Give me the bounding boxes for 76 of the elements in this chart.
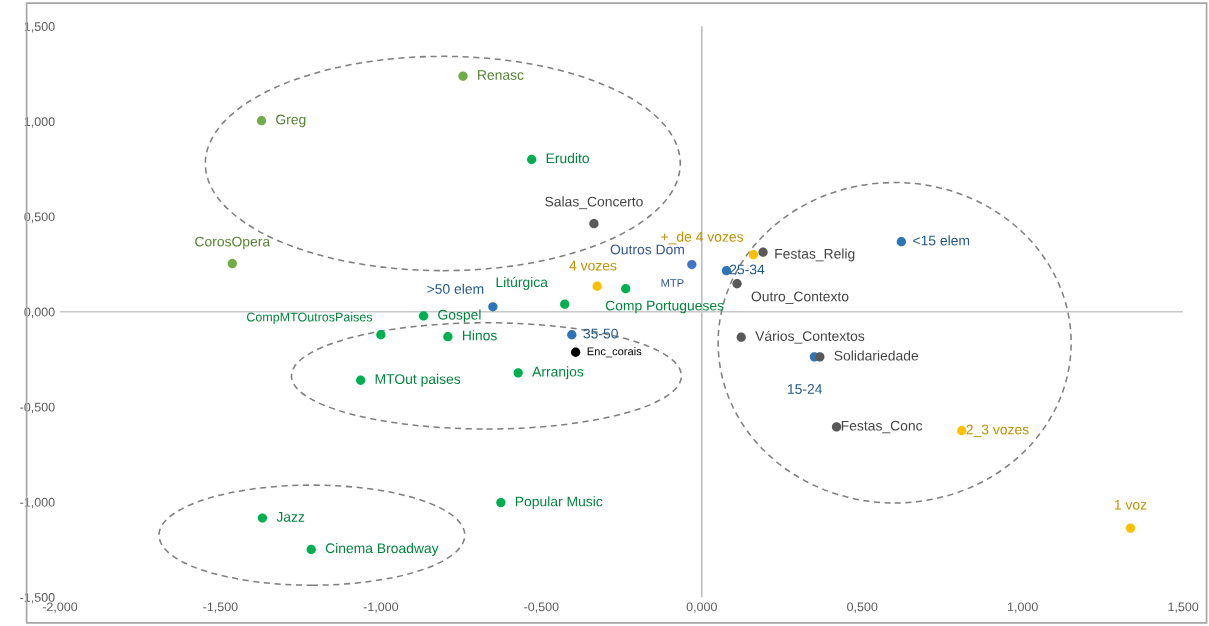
point [256,116,267,126]
annotation: Jazz [276,512,305,522]
point [257,513,268,523]
point [736,332,746,342]
annotation: Cinema Broadway [325,542,439,556]
annotation: Arranjos [532,366,584,380]
point [488,302,498,312]
annotation: CorosOpera [195,236,271,250]
annotation: 35-50 [583,328,618,339]
point [443,332,453,342]
annotation: Hinos [462,330,497,341]
annotation: MTOut paises [375,373,461,387]
annotation: 4 vozes [569,260,617,271]
annotation: Outros Dom [610,244,684,255]
point [458,71,468,81]
point [527,154,537,165]
point [567,330,577,340]
point [687,259,697,270]
annotation: Vários_Contextos [755,330,865,344]
point [732,279,742,289]
point [418,311,429,321]
point [758,247,768,257]
annotation: Salas_Concerto [545,196,643,210]
x-tick-label: 0,000 [686,602,717,613]
point [831,422,842,432]
annotation: Festas_Conc [841,420,923,434]
point [306,544,316,555]
annotation: CompMTOutrosPaises [246,312,373,324]
annotation: +_de 4 vozes [661,231,744,245]
point [748,250,759,260]
x-tick-label: -1,500 [203,602,238,613]
y-tick-label: 1,000 [24,117,55,128]
annotation: Enc_corais [587,347,642,358]
y-tick-label: -0,500 [20,402,55,414]
x-tick-label: -1,000 [363,602,399,613]
annotation: >50 elem [427,283,484,294]
annotation: Popular Music [515,496,603,510]
annotation: 2_3 vozes [966,424,1029,438]
annotation: Renasc [478,70,524,80]
point [592,281,602,291]
annotation: Greg [276,114,306,128]
point [496,497,506,508]
point [560,299,570,309]
annotation: Festas_Relig [775,248,855,262]
point [589,218,599,229]
point [355,375,366,385]
annotation: Gospel [438,309,481,323]
annotation: Solidariedade [834,350,919,361]
x-tick-label: 1,000 [1007,602,1038,613]
point [513,368,523,378]
y-tick-label: -1,000 [20,497,55,509]
y-tick-label: 0,000 [24,307,55,318]
y-tick-label: 0,500 [24,212,55,223]
annotation: Erudito [546,153,590,164]
y-tick-label: -1,500 [20,593,55,604]
x-tick-label: -2,000 [42,602,78,613]
annotation: MTP [661,279,684,287]
annotation: Litúrgica [496,276,548,290]
annotation: Outro_Contexto [751,291,849,305]
point [376,330,386,340]
annotation: 15-24 [787,384,823,394]
annotation: Comp Portugueses [605,300,724,314]
annotation: <15 elem [913,235,970,246]
point [227,258,237,269]
point [896,237,907,247]
annotation: 1 voz [1114,499,1147,510]
point [815,352,825,362]
point [621,284,631,294]
point [957,426,967,436]
x-tick-label: 1,500 [1168,602,1199,613]
x-tick-label: 0,500 [847,602,878,613]
x-tick-label: -0,500 [524,602,559,613]
annotation: 25-34 [729,264,765,275]
point [571,347,581,357]
point [1125,523,1136,533]
y-tick-label: 1,500 [24,22,55,33]
